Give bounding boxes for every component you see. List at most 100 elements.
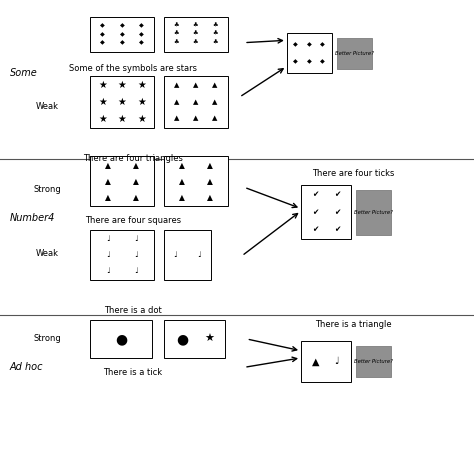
Text: ◆: ◆ [139, 41, 144, 46]
Text: ▲: ▲ [173, 82, 179, 88]
Text: ▲: ▲ [207, 193, 212, 202]
Bar [301, 341, 351, 382]
Text: ●: ● [115, 332, 127, 346]
Text: ♩: ♩ [134, 266, 138, 275]
Text: There are four ticks: There are four ticks [312, 169, 394, 177]
Text: ✔: ✔ [334, 225, 340, 234]
Text: ✔: ✔ [312, 190, 318, 199]
Text: ♩: ♩ [106, 234, 110, 243]
Text: ✔: ✔ [312, 208, 318, 217]
Text: ♣: ♣ [193, 32, 198, 37]
Text: ★: ★ [99, 97, 107, 107]
Text: ▲: ▲ [212, 116, 218, 122]
Bar [301, 185, 351, 239]
Text: ▲: ▲ [193, 116, 198, 122]
Text: ♩: ♩ [134, 234, 138, 243]
Text: Weak: Weak [36, 249, 59, 258]
Text: ▲: ▲ [133, 161, 139, 170]
Text: ✔: ✔ [334, 208, 340, 217]
Text: ◆: ◆ [119, 32, 125, 37]
Text: ♣: ♣ [193, 23, 198, 28]
Text: ▲: ▲ [179, 161, 184, 170]
Bar [90, 156, 154, 206]
Bar [164, 320, 225, 358]
Bar [356, 346, 391, 377]
Bar [164, 230, 211, 280]
Text: ★: ★ [137, 97, 146, 107]
Text: Strong: Strong [34, 335, 61, 343]
Text: There is a triangle: There is a triangle [315, 320, 392, 329]
Text: ♩: ♩ [173, 250, 177, 259]
Text: Some: Some [9, 68, 37, 79]
Text: ◆: ◆ [100, 23, 105, 28]
Text: Better Picture?: Better Picture? [354, 210, 393, 215]
Text: ★: ★ [137, 80, 146, 90]
Text: ◆: ◆ [320, 60, 325, 64]
Text: ▲: ▲ [207, 161, 212, 170]
Text: ▲: ▲ [207, 177, 212, 186]
Text: ♣: ♣ [212, 23, 218, 28]
Text: ▲: ▲ [173, 116, 179, 122]
Text: ◆: ◆ [119, 41, 125, 46]
Text: ★: ★ [137, 114, 146, 124]
Text: ◆: ◆ [307, 42, 312, 47]
Text: ▲: ▲ [212, 82, 218, 88]
Text: Strong: Strong [34, 185, 61, 194]
Text: ▲: ▲ [105, 193, 111, 202]
Text: ◆: ◆ [100, 32, 105, 37]
Text: ♣: ♣ [212, 32, 218, 37]
Text: ♣: ♣ [173, 32, 179, 37]
Bar [90, 230, 154, 280]
Bar [164, 17, 228, 52]
Text: ▲: ▲ [179, 177, 184, 186]
Text: There are four triangles: There are four triangles [83, 155, 182, 163]
Text: ▲: ▲ [105, 177, 111, 186]
Text: There is a tick: There is a tick [103, 368, 162, 376]
Text: Some of the symbols are stars: Some of the symbols are stars [69, 64, 197, 73]
Text: ♣: ♣ [212, 41, 218, 46]
Text: ◆: ◆ [320, 42, 325, 47]
Text: ▲: ▲ [193, 82, 198, 88]
Text: ♩: ♩ [335, 356, 339, 366]
Text: Ad hoc: Ad hoc [9, 362, 43, 373]
Text: ♩: ♩ [134, 250, 138, 259]
Text: ◆: ◆ [293, 60, 298, 64]
Bar [90, 76, 154, 128]
Bar [90, 320, 152, 358]
Text: ▲: ▲ [212, 99, 218, 105]
Bar [356, 190, 391, 235]
Text: ▲: ▲ [133, 177, 139, 186]
Text: ▲: ▲ [179, 193, 184, 202]
Text: ♩: ♩ [106, 250, 110, 259]
Text: ◆: ◆ [139, 32, 144, 37]
Text: Better Picture?: Better Picture? [335, 51, 374, 56]
Text: There are four squares: There are four squares [85, 216, 181, 225]
Text: Number4: Number4 [9, 213, 55, 223]
Text: ◆: ◆ [307, 60, 312, 64]
Text: ◆: ◆ [119, 23, 125, 28]
Text: ▲: ▲ [133, 193, 139, 202]
Bar [337, 38, 372, 69]
Text: Better Picture?: Better Picture? [354, 359, 393, 364]
Text: ★: ★ [99, 80, 107, 90]
Text: ★: ★ [205, 334, 215, 344]
Text: There is a dot: There is a dot [104, 306, 162, 315]
Text: ★: ★ [118, 114, 127, 124]
Bar [164, 76, 228, 128]
Text: Weak: Weak [36, 102, 59, 111]
Text: ✔: ✔ [312, 225, 318, 234]
Text: ▲: ▲ [312, 356, 319, 366]
Bar [164, 156, 228, 206]
Text: ▲: ▲ [193, 99, 198, 105]
Text: ▲: ▲ [173, 99, 179, 105]
Bar [90, 17, 154, 52]
Text: ✔: ✔ [334, 190, 340, 199]
Text: ★: ★ [118, 80, 127, 90]
Text: ▲: ▲ [105, 161, 111, 170]
Text: ♣: ♣ [193, 41, 198, 46]
Text: ♩: ♩ [106, 266, 110, 275]
Text: ♣: ♣ [173, 41, 179, 46]
Text: ◆: ◆ [139, 23, 144, 28]
Text: ★: ★ [118, 97, 127, 107]
Text: ●: ● [176, 332, 188, 346]
